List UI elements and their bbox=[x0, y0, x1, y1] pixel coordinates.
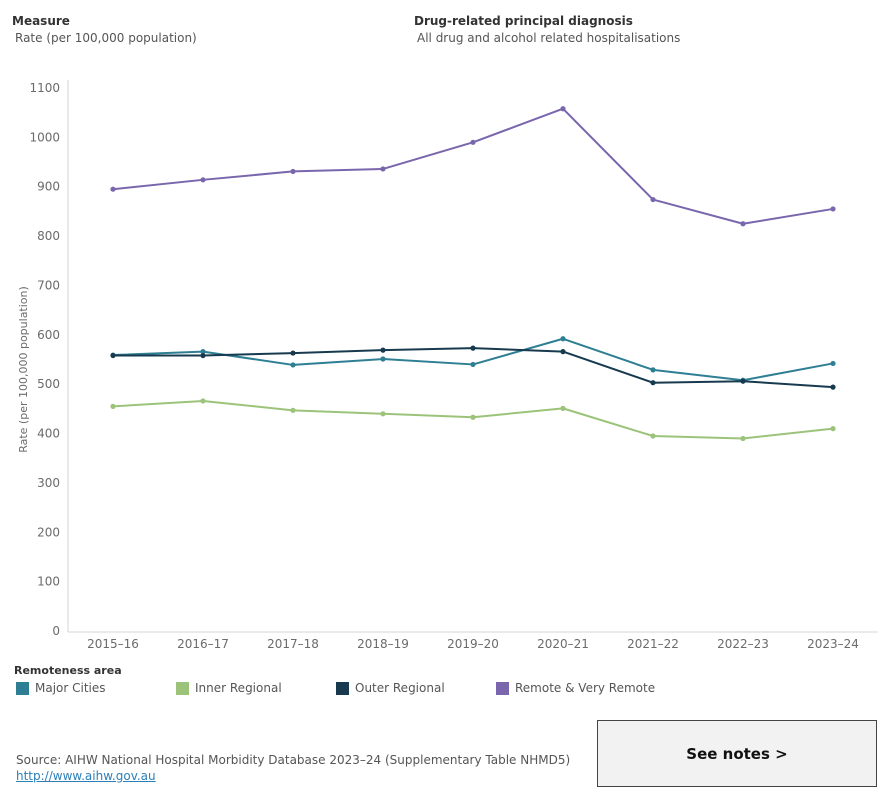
data-point-outer-regional[interactable] bbox=[110, 352, 116, 359]
data-point-outer-regional[interactable] bbox=[380, 347, 386, 353]
y-tick-label: 800 bbox=[37, 229, 60, 243]
x-tick-label: 2019–20 bbox=[447, 637, 499, 651]
data-point-remote-very-remote[interactable] bbox=[560, 106, 566, 112]
y-axis-label: Rate (per 100,000 population) bbox=[17, 286, 30, 453]
legend-item-remote-very-remote[interactable]: Remote & Very Remote bbox=[496, 681, 655, 695]
y-tick-label: 100 bbox=[37, 575, 60, 589]
legend-swatch-major-cities bbox=[16, 681, 29, 695]
data-point-inner-regional[interactable] bbox=[290, 407, 296, 413]
series-line-remote-very-remote[interactable] bbox=[112, 107, 834, 225]
data-point-outer-regional[interactable] bbox=[650, 380, 656, 386]
legend-label-inner-regional: Inner Regional bbox=[195, 681, 282, 695]
series-line-major-cities[interactable] bbox=[112, 337, 834, 382]
x-tick-label: 2021–22 bbox=[627, 637, 679, 651]
data-point-inner-regional[interactable] bbox=[560, 405, 566, 411]
see-notes-button[interactable]: See notes > bbox=[597, 720, 877, 787]
y-tick-label: 200 bbox=[37, 525, 60, 539]
data-point-major-cities[interactable] bbox=[560, 336, 566, 342]
chart-series bbox=[110, 106, 836, 442]
data-point-outer-regional[interactable] bbox=[740, 378, 746, 384]
y-tick-label: 500 bbox=[37, 377, 60, 391]
data-point-major-cities[interactable] bbox=[650, 367, 656, 373]
data-point-inner-regional[interactable] bbox=[740, 435, 746, 442]
data-point-remote-very-remote[interactable] bbox=[110, 186, 116, 192]
y-tick-label: 700 bbox=[37, 278, 60, 292]
measure-filter-title: Measure bbox=[12, 14, 70, 28]
data-point-remote-very-remote[interactable] bbox=[380, 166, 386, 172]
y-tick-label: 0 bbox=[52, 624, 60, 638]
source-link[interactable]: http://www.aihw.gov.au bbox=[16, 769, 156, 783]
legend-item-outer-regional[interactable]: Outer Regional bbox=[336, 681, 445, 695]
data-point-outer-regional[interactable] bbox=[200, 352, 206, 359]
y-tick-label: 600 bbox=[37, 328, 60, 342]
data-point-major-cities[interactable] bbox=[290, 362, 296, 368]
legend-swatch-remote-very-remote bbox=[496, 681, 509, 695]
x-tick-label: 2018–19 bbox=[357, 637, 409, 651]
data-point-remote-very-remote[interactable] bbox=[740, 221, 746, 227]
y-tick-label: 400 bbox=[37, 427, 60, 441]
data-point-outer-regional[interactable] bbox=[830, 384, 836, 390]
data-point-major-cities[interactable] bbox=[380, 356, 386, 362]
data-point-remote-very-remote[interactable] bbox=[290, 168, 296, 175]
legend-swatch-inner-regional bbox=[176, 681, 189, 695]
legend-item-major-cities[interactable]: Major Cities bbox=[16, 681, 106, 695]
line-chart: 0 100 200 300 400 500 600 700 800 900 1000 1100 2015… bbox=[17, 80, 878, 651]
diagnosis-filter-value[interactable]: All drug and alcohol related hospitalisa… bbox=[417, 31, 681, 45]
legend-title: Remoteness area bbox=[14, 664, 122, 677]
data-point-inner-regional[interactable] bbox=[200, 398, 206, 404]
legend-label-remote-very-remote: Remote & Very Remote bbox=[515, 681, 656, 695]
data-point-outer-regional[interactable] bbox=[290, 350, 296, 356]
data-point-major-cities[interactable] bbox=[200, 349, 206, 355]
data-point-inner-regional[interactable] bbox=[830, 426, 836, 432]
legend-item-inner-regional[interactable]: Inner Regional bbox=[176, 681, 282, 695]
x-tick-label: 2023–24 bbox=[807, 637, 859, 651]
y-tick-label: 900 bbox=[37, 180, 60, 194]
data-point-remote-very-remote[interactable] bbox=[470, 139, 476, 145]
data-point-major-cities[interactable] bbox=[830, 360, 836, 367]
data-point-inner-regional[interactable] bbox=[650, 433, 656, 439]
data-point-inner-regional[interactable] bbox=[110, 403, 116, 409]
x-tick-label: 2020–21 bbox=[537, 637, 589, 651]
diagnosis-filter-title: Drug-related principal diagnosis bbox=[414, 14, 633, 28]
data-point-inner-regional[interactable] bbox=[380, 411, 386, 417]
data-point-remote-very-remote[interactable] bbox=[830, 206, 836, 212]
data-point-inner-regional[interactable] bbox=[470, 414, 476, 420]
x-tick-label: 2016–17 bbox=[177, 637, 229, 651]
x-tick-label: 2022–23 bbox=[717, 637, 769, 651]
data-point-remote-very-remote[interactable] bbox=[650, 196, 656, 203]
measure-filter-value[interactable]: Rate (per 100,000 population) bbox=[15, 31, 197, 45]
legend-label-outer-regional: Outer Regional bbox=[355, 681, 445, 695]
legend-swatch-outer-regional bbox=[336, 681, 349, 695]
y-tick-label: 300 bbox=[37, 476, 60, 490]
data-point-outer-regional[interactable] bbox=[560, 349, 566, 355]
source-text: Source: AIHW National Hospital Morbidity… bbox=[16, 753, 571, 767]
y-tick-label: 1000 bbox=[29, 130, 60, 144]
legend-label-major-cities: Major Cities bbox=[35, 681, 106, 695]
data-point-major-cities[interactable] bbox=[470, 361, 476, 368]
data-point-remote-very-remote[interactable] bbox=[200, 177, 206, 183]
x-tick-label: 2015–16 bbox=[87, 637, 139, 651]
y-tick-label: 1100 bbox=[29, 81, 60, 95]
data-point-outer-regional[interactable] bbox=[470, 345, 476, 351]
x-tick-label: 2017–18 bbox=[267, 637, 319, 651]
chart-axes: 0 100 200 300 400 500 600 700 800 900 1000 1100 2015… bbox=[17, 80, 878, 651]
